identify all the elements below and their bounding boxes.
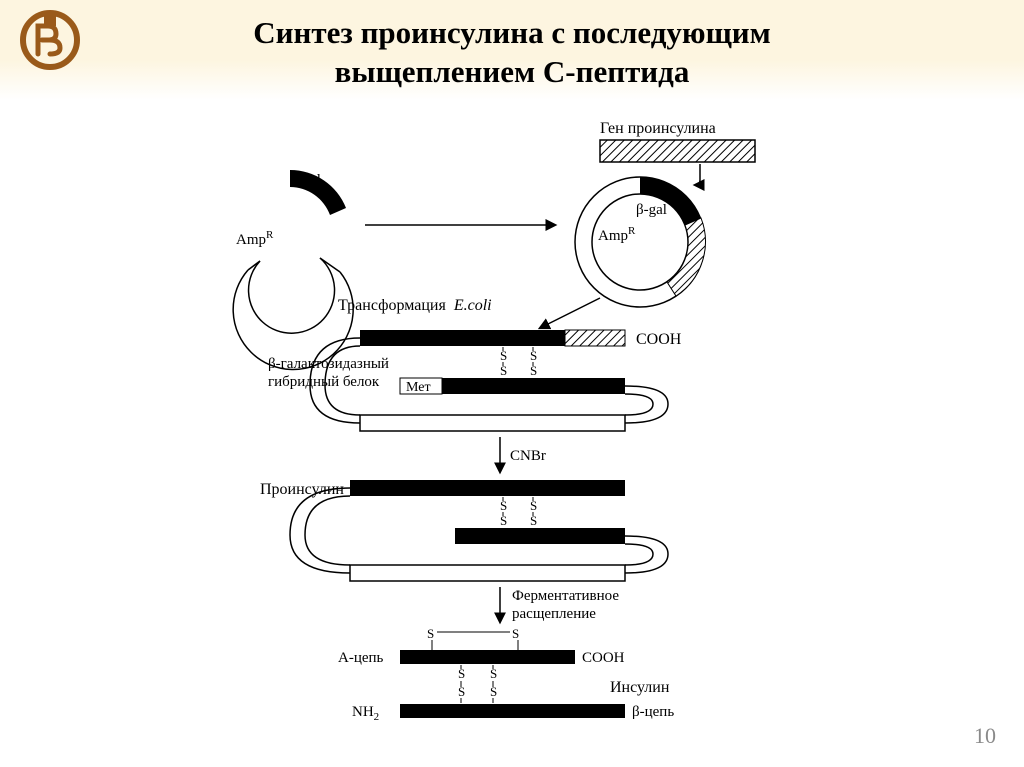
a-chain: А-цепь COOH S S: [338, 626, 625, 666]
cooh-label-2: COOH: [582, 650, 625, 666]
transformation-label: Трансформация E.coli: [338, 297, 492, 314]
svg-text:S: S: [500, 498, 507, 513]
svg-text:S: S: [427, 626, 434, 641]
cooh-label-1: COOH: [636, 331, 682, 348]
svg-text:S: S: [490, 684, 497, 699]
interchain-ss: SS SS: [458, 665, 497, 703]
svg-text:S: S: [490, 666, 497, 681]
met-label: Мет: [406, 380, 431, 395]
cnbr-label: CNBr: [510, 448, 546, 464]
fusion-label-1: β-галактозидазный: [268, 356, 389, 372]
beta-chain-label: β-цепь: [632, 704, 674, 720]
proinsulin-shape: Проинсулин SS SS: [260, 480, 668, 581]
enzymatic-label-1: Ферментативное: [512, 588, 619, 604]
arrow-transformation: [540, 298, 600, 328]
insulin-label: Инсулин: [610, 679, 670, 696]
svg-text:S: S: [500, 513, 507, 528]
plasmid-open: β-gal AmpR: [233, 170, 353, 370]
amp-label-right: AmpR: [598, 225, 636, 244]
svg-text:S: S: [530, 348, 537, 363]
nh2-label: NH2: [352, 704, 379, 723]
svg-text:S: S: [512, 626, 519, 641]
fusion-protein: COOH SS SS Мет β-галактозидазный гибридн…: [268, 330, 682, 431]
svg-text:S: S: [500, 363, 507, 378]
plasmid-closed: β-gal AmpR: [575, 177, 705, 307]
gene-label: Ген проинсулина: [600, 120, 716, 137]
svg-text:S: S: [500, 348, 507, 363]
b-chain: NH2 β-цепь: [352, 704, 674, 723]
svg-text:S: S: [530, 513, 537, 528]
amp-label-left: AmpR: [236, 229, 274, 248]
fusion-label-2: гибридный белок: [268, 374, 380, 390]
proinsulin-diagram: Ген проинсулина β-gal AmpR β-gal AmpR Тр…: [0, 0, 1024, 767]
beta-gal-label-right: β-gal: [636, 202, 667, 218]
svg-text:S: S: [458, 684, 465, 699]
svg-text:S: S: [530, 363, 537, 378]
gene-proinsulin-box: Ген проинсулина: [600, 120, 755, 185]
enzymatic-label-2: расщепление: [512, 606, 596, 622]
a-chain-label: А-цепь: [338, 650, 384, 666]
svg-text:S: S: [458, 666, 465, 681]
svg-text:S: S: [530, 498, 537, 513]
beta-gal-label-left: β-gal: [290, 172, 321, 188]
